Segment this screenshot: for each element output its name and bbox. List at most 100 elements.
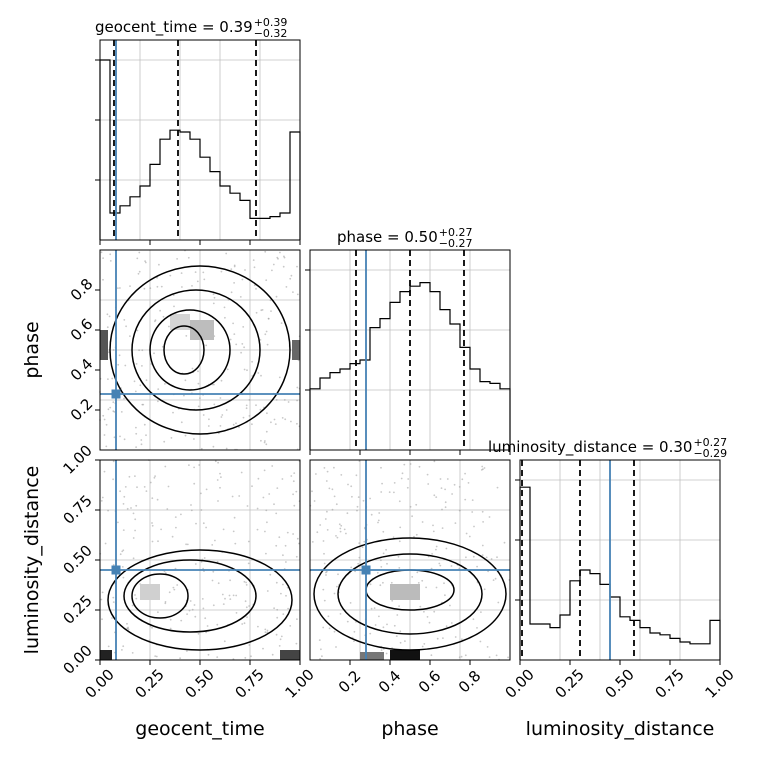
title-superscript: +0.27 xyxy=(439,226,473,239)
sample-point xyxy=(296,293,299,296)
sample-point xyxy=(426,616,429,618)
sample-point xyxy=(233,333,236,335)
sample-point xyxy=(363,540,366,543)
sample-point xyxy=(433,494,436,497)
sample-point xyxy=(282,554,284,557)
sample-point xyxy=(378,615,380,618)
sample-point xyxy=(205,488,208,491)
sample-point xyxy=(153,476,156,479)
sample-point xyxy=(229,338,232,341)
x-tick-label: 0.8 xyxy=(455,667,485,697)
sample-point xyxy=(216,479,219,481)
sample-point xyxy=(444,594,446,597)
sample-point xyxy=(430,654,433,657)
sample-point xyxy=(421,645,424,648)
density-cell xyxy=(170,314,190,330)
sample-point xyxy=(122,576,125,579)
sample-point xyxy=(124,364,127,367)
sample-point xyxy=(251,423,253,426)
sample-point xyxy=(119,553,122,556)
sample-point xyxy=(266,631,269,634)
sample-point xyxy=(480,611,482,613)
sample-point xyxy=(153,352,155,355)
sample-point xyxy=(125,325,127,328)
sample-point xyxy=(357,562,360,565)
sample-point xyxy=(269,299,272,302)
sample-point xyxy=(217,461,220,464)
sample-point xyxy=(266,590,269,592)
sample-point xyxy=(151,522,153,524)
sample-point xyxy=(257,477,260,480)
sample-point xyxy=(292,291,294,293)
sample-point xyxy=(136,486,138,489)
sample-point xyxy=(471,511,474,513)
sample-point xyxy=(440,487,443,489)
sample-point xyxy=(443,582,445,585)
sample-point xyxy=(251,360,254,363)
sample-point xyxy=(216,656,219,658)
sample-point xyxy=(467,482,470,484)
sample-point xyxy=(186,543,189,546)
sample-point xyxy=(369,583,372,586)
contour-line xyxy=(107,549,293,651)
sample-point xyxy=(270,310,272,312)
sample-point xyxy=(143,486,146,488)
sample-point xyxy=(234,542,237,545)
sample-point xyxy=(400,477,403,480)
sample-point xyxy=(373,607,376,609)
sample-point xyxy=(260,309,263,312)
sample-point xyxy=(221,593,224,596)
sample-point xyxy=(320,648,322,651)
sample-point xyxy=(108,315,111,318)
sample-point xyxy=(179,657,182,660)
density-cell xyxy=(100,650,112,660)
sample-point xyxy=(246,505,249,507)
sample-point xyxy=(189,600,192,602)
sample-point xyxy=(245,404,248,407)
sample-point xyxy=(326,470,329,473)
sample-point xyxy=(353,640,355,642)
sample-point xyxy=(433,460,436,463)
sample-point xyxy=(145,434,147,437)
sample-point xyxy=(321,655,323,658)
sample-point xyxy=(229,598,232,600)
sample-point xyxy=(409,505,412,508)
sample-point xyxy=(256,507,259,510)
sample-point xyxy=(435,545,438,548)
sample-point xyxy=(259,339,262,341)
sample-point xyxy=(175,526,177,529)
sample-point xyxy=(220,379,223,382)
sample-point xyxy=(103,470,106,473)
sample-point xyxy=(207,653,210,656)
sample-point xyxy=(325,574,327,576)
sample-point xyxy=(399,526,402,529)
sample-point xyxy=(358,542,361,544)
sample-point xyxy=(205,344,208,347)
sample-point xyxy=(160,528,163,531)
sample-point xyxy=(267,317,270,320)
sample-point xyxy=(197,632,200,635)
x-axis-label: phase xyxy=(381,718,438,740)
sample-point xyxy=(112,564,115,566)
sample-point xyxy=(495,654,498,657)
sample-point xyxy=(290,475,293,477)
sample-point xyxy=(122,549,125,552)
sample-point xyxy=(355,474,358,477)
sample-point xyxy=(446,478,449,480)
title-subscript: −0.32 xyxy=(254,27,288,40)
sample-point xyxy=(265,509,268,512)
sample-point xyxy=(129,335,131,337)
y-tick-label: 0.4 xyxy=(67,355,97,385)
sample-point xyxy=(173,305,175,308)
sample-point xyxy=(435,586,438,589)
sample-point xyxy=(103,434,106,436)
sample-point xyxy=(200,447,203,450)
sample-point xyxy=(166,508,169,510)
sample-point xyxy=(107,645,110,648)
sample-point xyxy=(453,483,456,486)
density-cell xyxy=(292,340,300,360)
sample-point xyxy=(335,646,337,648)
sample-point xyxy=(486,646,489,648)
sample-point xyxy=(275,512,278,515)
